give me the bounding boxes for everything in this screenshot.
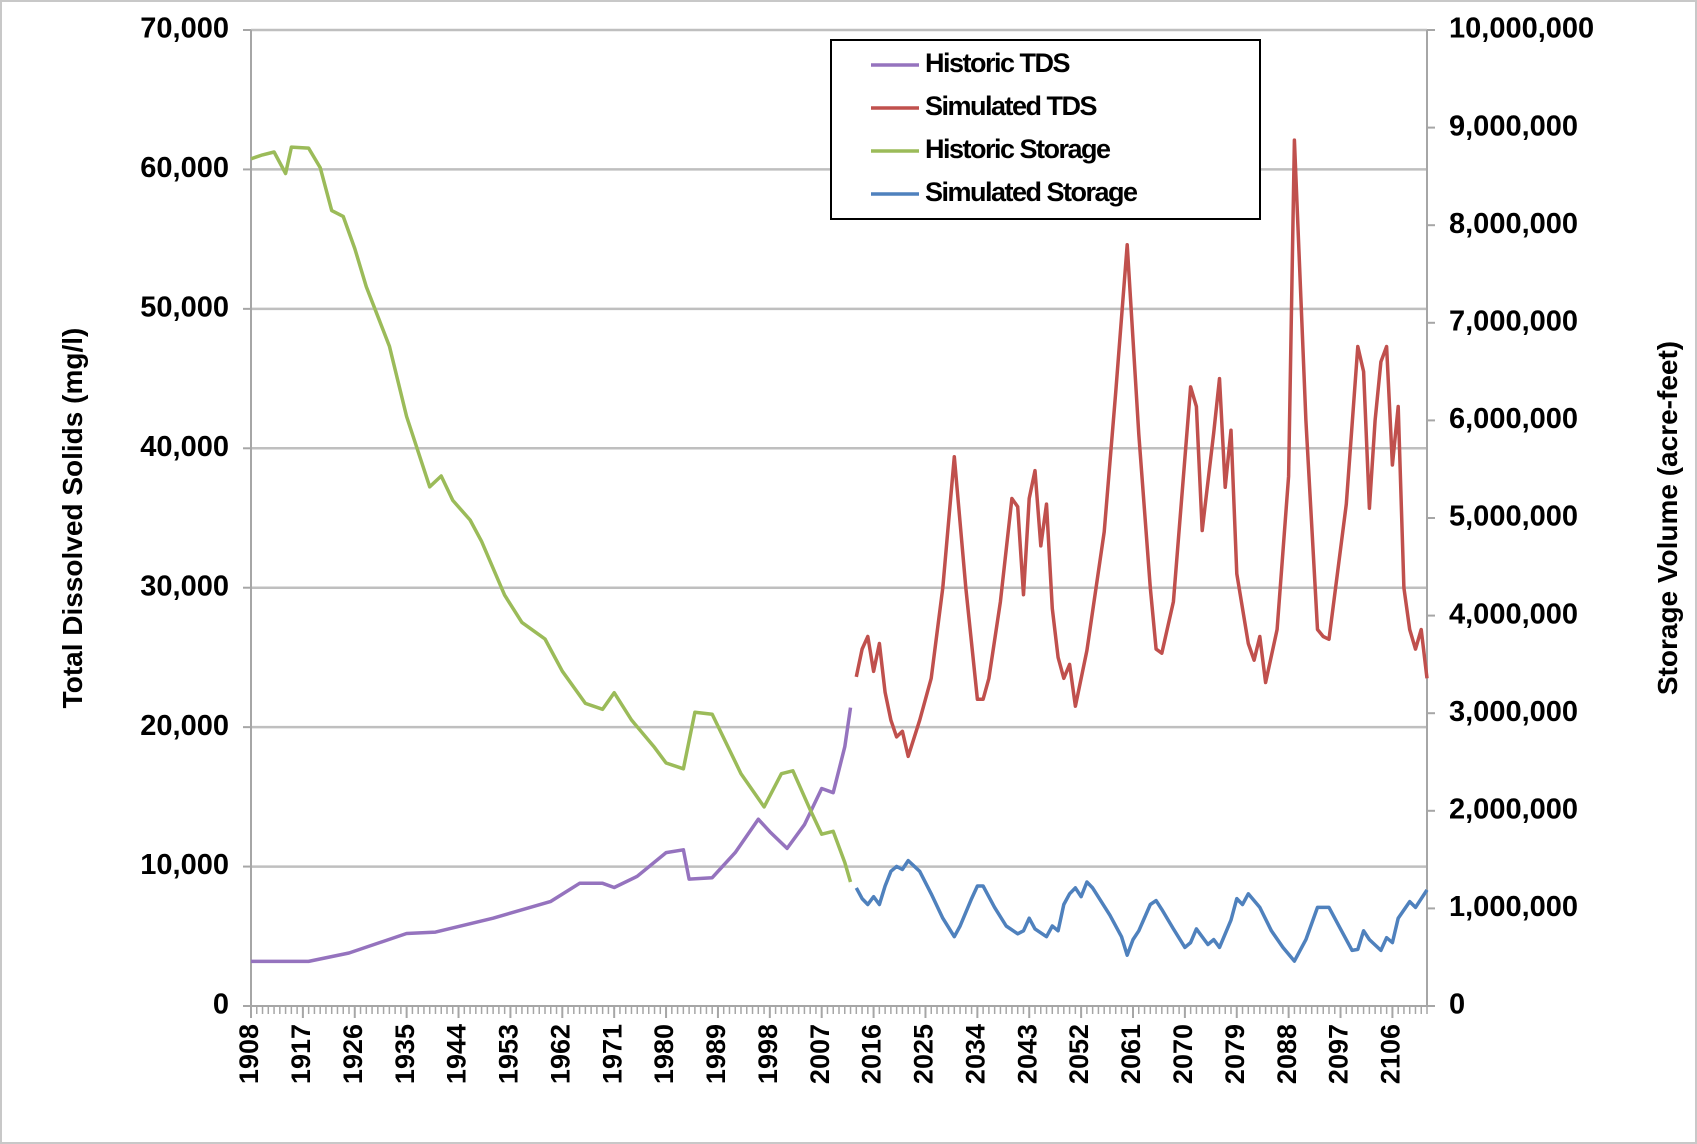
x-tick-label: 1953 — [494, 1024, 524, 1084]
y-tick-label: 70,000 — [140, 13, 229, 45]
series-line — [251, 707, 853, 964]
x-tick-label: 1944 — [442, 1024, 472, 1084]
x-tick-label: 2043 — [1012, 1024, 1042, 1084]
x-tick-label: 1935 — [390, 1024, 420, 1084]
y-tick-label: 30,000 — [140, 570, 229, 602]
y2-tick-label: 4,000,000 — [1449, 598, 1578, 630]
x-tick-label: 2061 — [1116, 1024, 1146, 1084]
legend-box — [830, 39, 1261, 220]
x-tick-label: 1926 — [338, 1024, 368, 1084]
y2-tick-label: 5,000,000 — [1449, 501, 1578, 533]
x-tick-label: 2034 — [960, 1024, 990, 1084]
series-line — [854, 858, 1429, 963]
legend-label: Simulated Storage — [925, 177, 1138, 207]
y2-tick-label: 7,000,000 — [1449, 305, 1578, 337]
y-tick-label: 60,000 — [140, 152, 229, 184]
y2-tick-label: 10,000,000 — [1449, 13, 1594, 45]
legend-label: Historic TDS — [925, 48, 1070, 78]
y-tick-label: 40,000 — [140, 431, 229, 463]
y2-tick-label: 8,000,000 — [1449, 208, 1578, 240]
y-axis-label: Total Dissolved Solids (mg/l) — [57, 328, 88, 709]
y2-tick-label: 0 — [1449, 989, 1465, 1021]
y2-tick-label: 1,000,000 — [1449, 891, 1578, 923]
y-tick-label: 50,000 — [140, 292, 229, 324]
x-tick-label: 1989 — [701, 1024, 731, 1084]
x-tick-label: 1908 — [234, 1024, 264, 1084]
x-tick-label: 2079 — [1220, 1024, 1250, 1084]
x-tick-label: 2070 — [1168, 1024, 1198, 1084]
legend-label: Historic Storage — [925, 134, 1111, 164]
y2-tick-label: 6,000,000 — [1449, 403, 1578, 435]
x-tick-label: 2025 — [909, 1024, 939, 1084]
x-tick-label: 2007 — [805, 1024, 835, 1084]
x-tick-label: 2106 — [1376, 1024, 1406, 1084]
y2-tick-label: 3,000,000 — [1449, 696, 1578, 728]
x-tick-label: 2052 — [1064, 1024, 1094, 1084]
y-tick-label: 0 — [213, 989, 229, 1021]
x-tick-label: 2097 — [1324, 1024, 1354, 1084]
x-tick-label: 1980 — [649, 1024, 679, 1084]
x-tick-label: 1917 — [286, 1024, 316, 1084]
legend-label: Simulated TDS — [925, 91, 1097, 121]
y-tick-label: 10,000 — [140, 849, 229, 881]
x-tick-label: 1971 — [597, 1024, 627, 1084]
y2-tick-label: 2,000,000 — [1449, 793, 1578, 825]
y2-axis-label: Storage Volume (acre-feet) — [1652, 341, 1683, 695]
series-line — [250, 145, 853, 883]
y2-tick-label: 9,000,000 — [1449, 110, 1578, 142]
y-tick-label: 20,000 — [140, 710, 229, 742]
x-tick-label: 2088 — [1272, 1024, 1302, 1084]
x-tick-label: 2016 — [857, 1024, 887, 1084]
x-tick-label: 1962 — [545, 1024, 575, 1084]
series-line — [854, 138, 1429, 759]
x-tick-label: 1998 — [753, 1024, 783, 1084]
